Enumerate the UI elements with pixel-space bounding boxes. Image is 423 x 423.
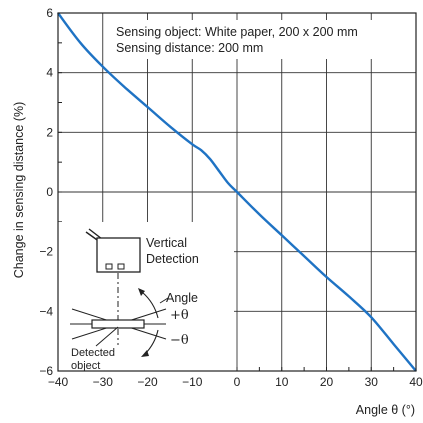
x-tick-label: 20 (320, 375, 334, 389)
annotation-line-2: Sensing distance: 200 mm (116, 41, 263, 55)
y-tick-label: −4 (39, 304, 53, 318)
y-axis-title: Change in sensing distance (%) (12, 102, 26, 279)
detected-object-label: Detected (71, 347, 115, 359)
x-tick-label: −20 (137, 375, 158, 389)
angle-arrow-positive (138, 288, 145, 296)
x-tick-label: 40 (409, 375, 423, 389)
y-tick-label: 4 (46, 66, 53, 80)
x-tick-label: −40 (48, 375, 69, 389)
detected-object-leader (95, 326, 119, 347)
angle-leader (159, 297, 169, 304)
x-tick-label: 10 (275, 375, 289, 389)
vertical-label: Vertical (146, 236, 187, 250)
detected-object-label-2: object (71, 360, 100, 372)
y-tick-label: −2 (39, 245, 53, 259)
y-tick-label: 2 (46, 125, 53, 139)
x-tick-label: −10 (182, 375, 203, 389)
angle-arc-positive (141, 291, 159, 319)
x-tick-labels: −40 −30 −20 −10 0 10 20 30 40 (48, 375, 423, 389)
diagram-background (58, 222, 234, 377)
angle-label: Angle (166, 291, 198, 305)
annotation-box: Sensing object: White paper, 200 x 200 m… (113, 20, 414, 59)
x-tick-label: −30 (93, 375, 114, 389)
x-tick-label: 30 (365, 375, 379, 389)
annotation-background (113, 20, 414, 59)
detection-label: Detection (146, 252, 199, 266)
plot-frame (57, 12, 417, 372)
x-axis-title: Angle θ (°) (356, 403, 415, 417)
detection-diagram: Vertical Detection Angle +θ −θ Detected … (58, 222, 234, 377)
y-tick-labels: 6 4 2 0 −2 −4 −6 (39, 6, 53, 378)
y-tick-label: 0 (46, 185, 53, 199)
y-tick-label: 6 (46, 6, 53, 20)
minus-theta-label: −θ (170, 333, 189, 348)
series-line-0 (57, 12, 417, 372)
angle-arrow-negative (141, 350, 149, 357)
sensor-icon (85, 228, 141, 273)
detected-object (91, 319, 145, 329)
series (57, 12, 417, 372)
x-tick-label: 0 (234, 375, 241, 389)
plus-theta-label: +θ (170, 308, 189, 323)
annotation-line-1: Sensing object: White paper, 200 x 200 m… (116, 25, 358, 39)
y-tick-label: −6 (39, 364, 53, 378)
